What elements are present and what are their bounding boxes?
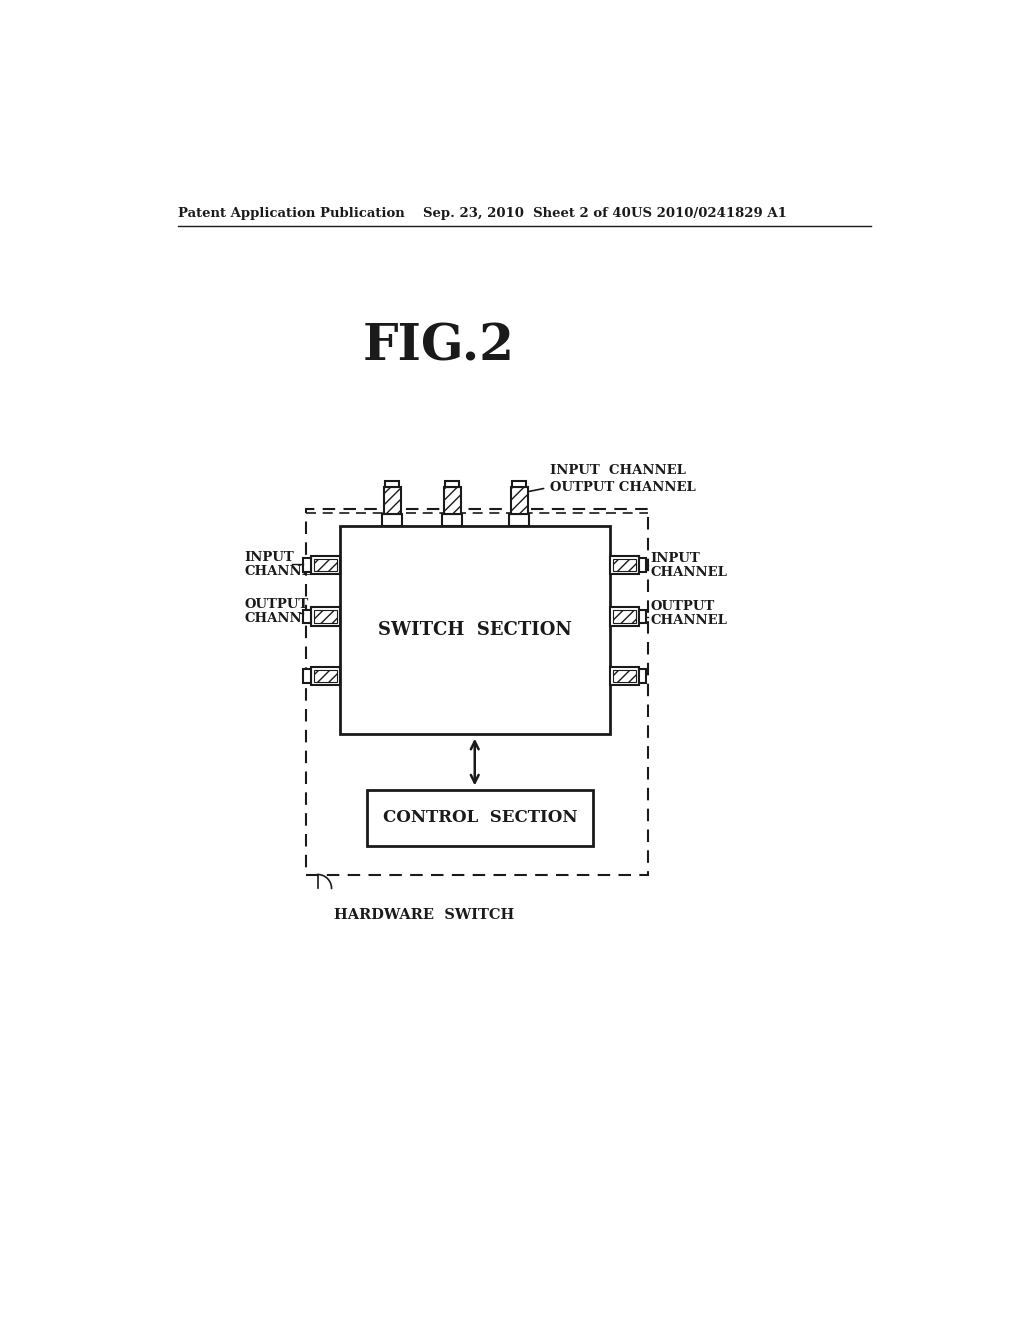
Bar <box>512 480 526 487</box>
Text: CHANNEL: CHANNEL <box>245 612 322 626</box>
Text: CHANNEL: CHANNEL <box>245 565 322 578</box>
Bar <box>303 669 310 682</box>
Text: INPUT: INPUT <box>245 550 294 564</box>
Text: Patent Application Publication: Patent Application Publication <box>178 207 406 220</box>
Bar <box>442 513 463 527</box>
Text: CHANNEL: CHANNEL <box>650 566 727 579</box>
Bar <box>313 669 337 682</box>
Bar <box>303 610 310 623</box>
Bar <box>609 667 639 685</box>
Text: FIG.2: FIG.2 <box>362 322 514 371</box>
Bar <box>612 610 636 623</box>
Text: INPUT: INPUT <box>650 552 700 565</box>
Bar <box>385 480 399 487</box>
Bar <box>313 610 337 623</box>
Bar <box>313 558 337 572</box>
Bar <box>310 607 340 626</box>
Bar <box>310 667 340 685</box>
Text: US 2010/0241829 A1: US 2010/0241829 A1 <box>631 207 786 220</box>
Bar <box>444 487 461 515</box>
Bar <box>444 487 461 515</box>
Bar <box>340 527 609 734</box>
Text: SWITCH  SECTION: SWITCH SECTION <box>378 622 571 639</box>
Text: OUTPUT CHANNEL: OUTPUT CHANNEL <box>550 482 696 495</box>
Bar <box>310 556 340 574</box>
Bar <box>639 610 646 623</box>
Bar <box>609 607 639 626</box>
Bar <box>509 513 529 527</box>
Bar <box>511 487 528 515</box>
Text: Sep. 23, 2010  Sheet 2 of 40: Sep. 23, 2010 Sheet 2 of 40 <box>423 207 631 220</box>
Bar <box>609 556 639 574</box>
Bar <box>511 487 528 515</box>
Text: INPUT  CHANNEL: INPUT CHANNEL <box>550 463 686 477</box>
Text: OUTPUT: OUTPUT <box>245 598 309 611</box>
Bar <box>306 508 648 875</box>
Text: CHANNEL: CHANNEL <box>650 614 727 627</box>
Bar <box>639 558 646 572</box>
Bar <box>612 558 636 572</box>
Bar <box>384 487 400 515</box>
Bar <box>639 669 646 682</box>
Bar <box>303 558 310 572</box>
Bar <box>445 480 460 487</box>
Text: CONTROL  SECTION: CONTROL SECTION <box>383 809 577 826</box>
Bar <box>612 669 636 682</box>
Text: HARDWARE  SWITCH: HARDWARE SWITCH <box>334 908 514 921</box>
Text: OUTPUT: OUTPUT <box>650 601 715 612</box>
Bar <box>384 487 400 515</box>
Bar <box>382 513 402 527</box>
Bar <box>367 789 593 846</box>
